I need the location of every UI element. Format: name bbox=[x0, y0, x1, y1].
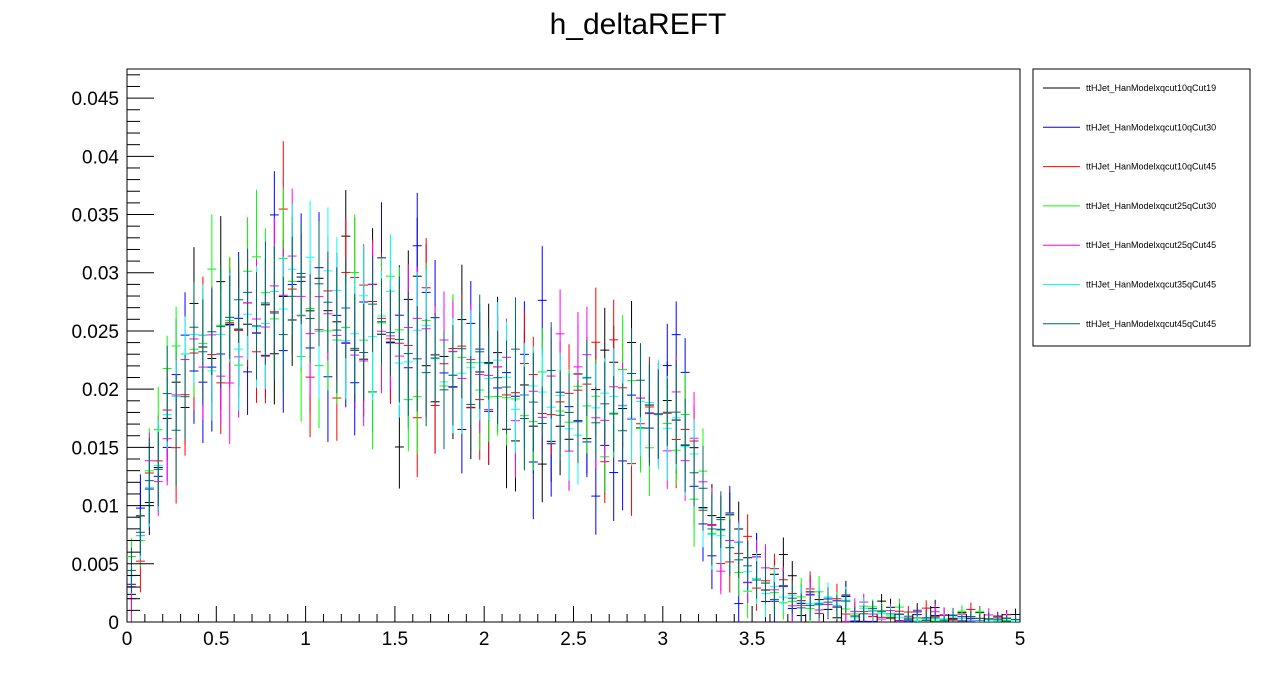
y-tick-label: 0.045 bbox=[71, 89, 119, 110]
y-tick-label: 0.025 bbox=[71, 322, 119, 343]
y-tick-label: 0 bbox=[108, 613, 119, 634]
chart-title: h_deltaREFT bbox=[550, 8, 727, 41]
x-tick-label: 5 bbox=[1015, 629, 1026, 650]
legend: ttHJet_HanModelxqcut10qCut19 ttHJet_HanMo… bbox=[1032, 68, 1251, 347]
x-tick-label: 2 bbox=[479, 629, 490, 650]
legend-label: ttHJet_HanModelxqcut25qCut45 bbox=[1086, 240, 1216, 250]
y-tick-label: 0.03 bbox=[82, 264, 119, 285]
series-7 bbox=[127, 221, 1020, 622]
plot-frame bbox=[126, 68, 1021, 623]
legend-label: ttHJet_HanModelxqcut35qCut45 bbox=[1086, 280, 1216, 290]
x-tick-label: 4.5 bbox=[917, 629, 943, 650]
legend-label: ttHJet_HanModelxqcut10qCut30 bbox=[1086, 122, 1216, 132]
axes-layer: 0 0.5 1 1.5 2 2.5 3 3.5 4 4.5 5 0 0.005 0.01 0.015 0.02… bbox=[71, 74, 1026, 650]
legend-label: ttHJet_HanModelxqcut10qCut19 bbox=[1086, 83, 1216, 93]
series-layer bbox=[127, 141, 1020, 622]
x-tick-label: 4 bbox=[836, 629, 847, 650]
x-tick-label: 1.5 bbox=[382, 629, 408, 650]
x-tick-label: 0.5 bbox=[203, 629, 229, 650]
legend-label: ttHJet_HanModelxqcut45qCut45 bbox=[1086, 319, 1216, 329]
y-tick-label: 0.01 bbox=[82, 497, 119, 518]
y-tick-label: 0.005 bbox=[71, 555, 119, 576]
x-tick-label: 3.5 bbox=[739, 629, 765, 650]
x-tick-label: 3 bbox=[658, 629, 669, 650]
legend-label: ttHJet_HanModelxqcut25qCut30 bbox=[1086, 201, 1216, 211]
legend-label: ttHJet_HanModelxqcut10qCut45 bbox=[1086, 162, 1216, 172]
legend-box bbox=[1032, 68, 1251, 347]
y-tick-label: 0.04 bbox=[82, 147, 119, 168]
y-tick-label: 0.035 bbox=[71, 206, 119, 227]
y-tick-label: 0.02 bbox=[82, 380, 119, 401]
y-tick-label: 0.015 bbox=[71, 438, 119, 459]
x-tick-label: 0 bbox=[122, 629, 133, 650]
x-tick-label: 2.5 bbox=[560, 629, 586, 650]
x-tick-label: 1 bbox=[300, 629, 311, 650]
